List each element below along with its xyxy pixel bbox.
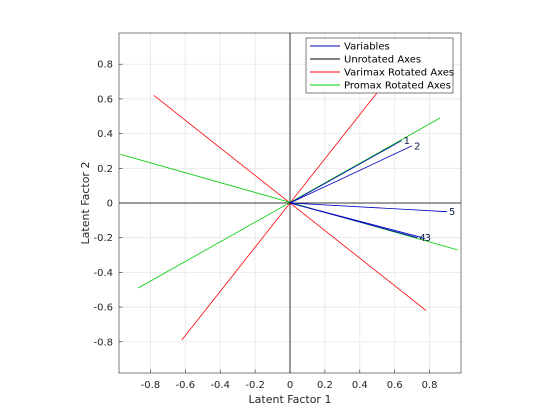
promax-axis-line bbox=[120, 154, 458, 251]
y-tick-label: 0.4 bbox=[97, 129, 113, 140]
legend-entry: Promax Rotated Axes bbox=[344, 81, 451, 92]
chart-lines bbox=[119, 33, 461, 373]
y-tick-label: 0.2 bbox=[97, 164, 113, 175]
variable-label-3: 3 bbox=[425, 233, 431, 244]
variable-vector-4 bbox=[289, 202, 418, 239]
y-tick-label: -0.4 bbox=[93, 268, 113, 279]
y-tick-label: -0.6 bbox=[93, 303, 113, 314]
y-tick-label: 0.6 bbox=[97, 94, 113, 105]
variable-label-5: 5 bbox=[449, 207, 455, 218]
x-tick-label: 0.8 bbox=[422, 380, 438, 391]
legend-entry: Varimax Rotated Axes bbox=[344, 68, 454, 79]
x-axis-label: Latent Factor 1 bbox=[249, 393, 332, 406]
variable-vector-1 bbox=[289, 140, 402, 204]
x-tick-label: -0.2 bbox=[245, 380, 265, 391]
variable-label-2: 2 bbox=[414, 141, 420, 152]
y-tick-label: 0 bbox=[107, 199, 113, 210]
x-tick-label: -0.8 bbox=[141, 380, 161, 391]
legend-entry: Unrotated Axes bbox=[344, 55, 421, 66]
variable-label-1: 1 bbox=[404, 136, 410, 147]
x-tick-label: 0.2 bbox=[317, 380, 333, 391]
variable-vector-2 bbox=[289, 145, 413, 204]
tick-marks: -0.8 -0.6 -0.4 -0.2 0 0.2 0.4 0.6 0.8 -0.8 -0.6 -0.… bbox=[93, 60, 437, 391]
x-tick-label: -0.6 bbox=[176, 380, 196, 391]
variable-vector-5 bbox=[289, 202, 448, 213]
y-tick-label: 0.8 bbox=[97, 60, 113, 71]
y-axis-label: Latent Factor 2 bbox=[79, 162, 92, 245]
legend-entry: Variables bbox=[344, 42, 390, 53]
x-tick-label: 0.6 bbox=[387, 380, 403, 391]
variable-label-4: 4 bbox=[419, 233, 425, 244]
legend-box bbox=[305, 37, 454, 94]
x-tick-label: 0 bbox=[287, 380, 293, 391]
y-tick-label: -0.8 bbox=[93, 337, 113, 348]
x-tick-label: 0.4 bbox=[352, 380, 368, 391]
x-tick-label: -0.4 bbox=[210, 380, 230, 391]
variable-labels: 1 2 34 5 bbox=[404, 136, 456, 244]
legend: Variables Unrotated Axes Varimax Rotated A… bbox=[305, 37, 454, 94]
y-tick-label: -0.2 bbox=[93, 233, 113, 244]
